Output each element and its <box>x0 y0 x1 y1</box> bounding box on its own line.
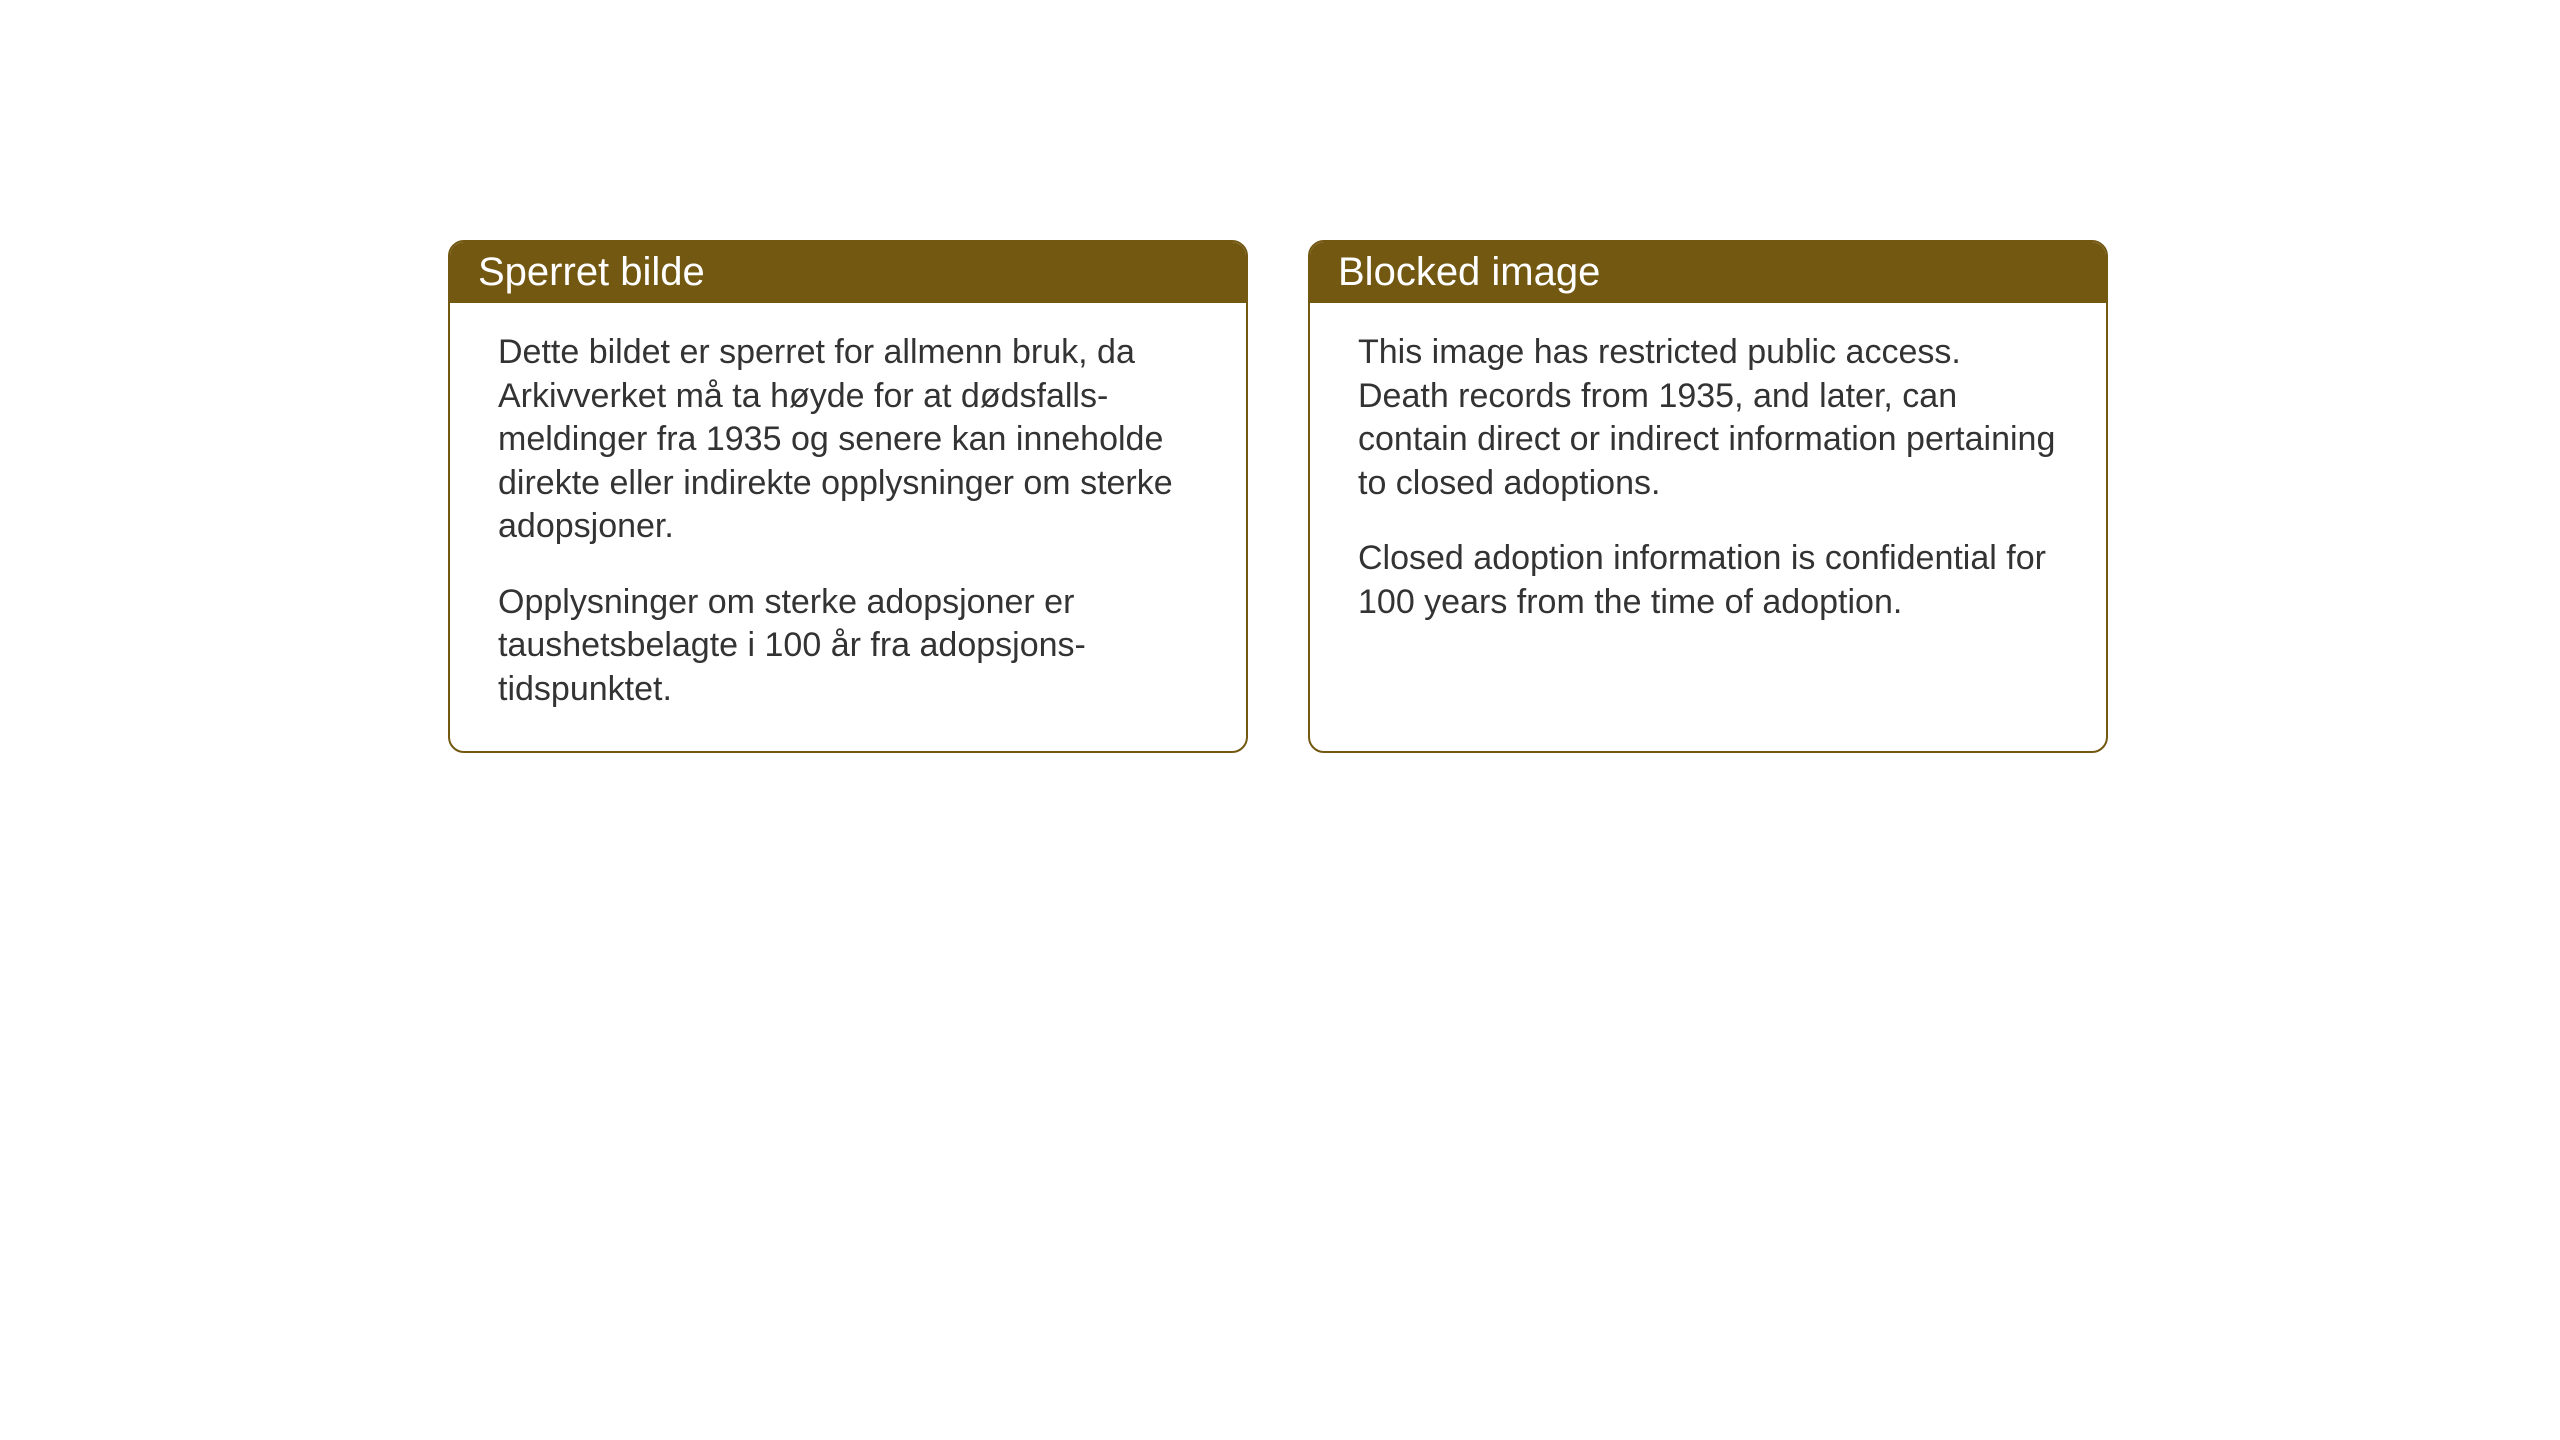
card-body-norwegian: Dette bildet er sperret for allmenn bruk… <box>450 303 1246 751</box>
card-title-english: Blocked image <box>1338 250 1600 294</box>
card-header-norwegian: Sperret bilde <box>450 242 1246 303</box>
card-norwegian: Sperret bilde Dette bildet er sperret fo… <box>448 240 1248 753</box>
card-body-english: This image has restricted public access.… <box>1310 303 2106 664</box>
card-paragraph-1-english: This image has restricted public access.… <box>1358 331 2058 505</box>
card-title-norwegian: Sperret bilde <box>478 250 705 294</box>
card-paragraph-1-norwegian: Dette bildet er sperret for allmenn bruk… <box>498 331 1198 549</box>
card-header-english: Blocked image <box>1310 242 2106 303</box>
card-container: Sperret bilde Dette bildet er sperret fo… <box>448 240 2108 753</box>
card-paragraph-2-english: Closed adoption information is confident… <box>1358 537 2058 624</box>
card-paragraph-2-norwegian: Opplysninger om sterke adopsjoner er tau… <box>498 581 1198 712</box>
card-english: Blocked image This image has restricted … <box>1308 240 2108 753</box>
